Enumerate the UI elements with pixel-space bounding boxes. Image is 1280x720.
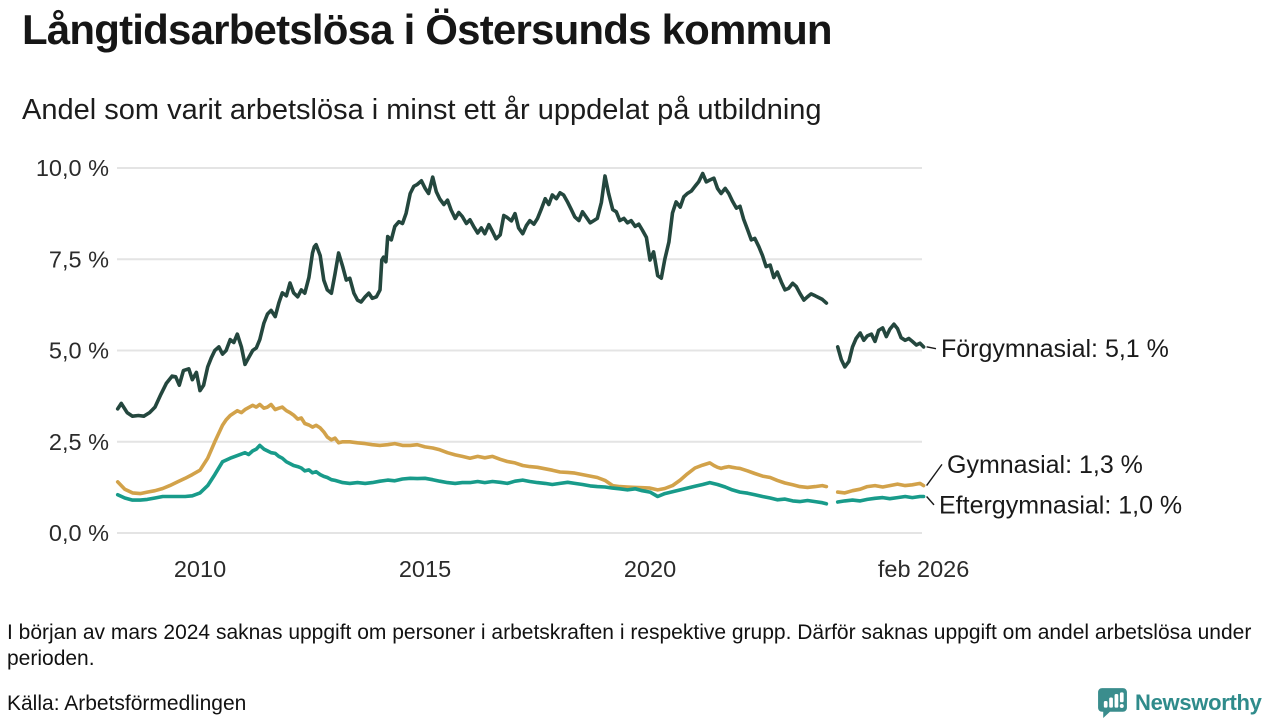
footnote: I början av mars 2024 saknas uppgift om … [7,621,1252,671]
logo-exclamation-bar [1119,692,1124,703]
callout-connector-gymnasial [926,463,943,486]
newsworthy-logo-text: Newsworthy [1135,689,1262,715]
page-subtitle: Andel som varit arbetslösa i minst ett å… [22,94,822,126]
series-end-label-forgymnasial: Förgymnasial: 5,1 % [941,335,1169,363]
series-line-eftergymnasial [115,443,829,506]
series-line-gymnasial [115,402,829,496]
logo-bar-small [1103,701,1108,708]
x-axis-tick-label: 2020 [624,556,676,582]
y-axis-tick-label: 2,5 % [49,429,109,455]
y-axis-tick-label: 0,0 % [49,520,109,546]
series-line-gymnasial [835,481,926,495]
source-caption: Källa: Arbetsförmedlingen [7,692,247,715]
y-axis-tick-label: 5,0 % [49,338,109,364]
x-axis-tick-label: feb 2026 [878,556,969,582]
y-axis-tick-label: 10,0 % [36,155,109,181]
newsworthy-logo: Newsworthy [1096,686,1262,719]
series-end-label-gymnasial: Gymnasial: 1,3 % [947,451,1143,479]
series-line-eftergymnasial [835,494,926,504]
series-end-label-eftergymnasial: Eftergymnasial: 1,0 % [939,491,1182,519]
logo-bar-medium [1109,697,1113,708]
logo-bar-large [1114,694,1119,708]
page-title: Långtidsarbetslösa i Östersunds kommun [22,6,833,53]
x-axis-tick-label: 2015 [399,556,451,582]
callout-connector-forgymnasial [926,346,937,350]
logo-exclamation-dot [1119,704,1124,708]
y-axis-tick-label: 7,5 % [49,246,109,272]
x-axis-tick-label: 2010 [174,556,226,582]
series-line-forgymnasial [835,322,926,369]
series-line-forgymnasial [115,171,829,418]
newsworthy-speech-bubble-barchart-icon [1098,688,1127,718]
callout-connector-eftergymnasial [926,496,935,506]
